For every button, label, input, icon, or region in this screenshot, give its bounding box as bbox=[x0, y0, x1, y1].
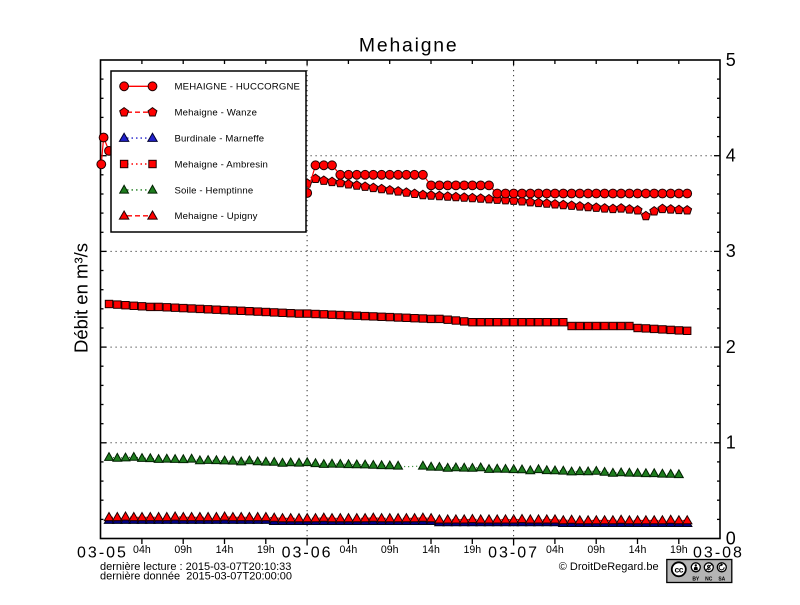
svg-text:03-07: 03-07 bbox=[488, 545, 539, 562]
svg-text:© DroitDeRegard.be: © DroitDeRegard.be bbox=[559, 561, 659, 573]
svg-text:19h: 19h bbox=[463, 544, 481, 556]
svg-text:4: 4 bbox=[726, 146, 736, 166]
svg-text:09h: 09h bbox=[381, 544, 399, 556]
svg-text:BY: BY bbox=[692, 577, 700, 583]
svg-text:14h: 14h bbox=[216, 544, 234, 556]
svg-text:2: 2 bbox=[726, 337, 736, 357]
svg-text:03-08: 03-08 bbox=[693, 545, 744, 562]
svg-text:19h: 19h bbox=[670, 544, 688, 556]
svg-text:dernière lecture : 2015-03-07T: dernière lecture : 2015-03-07T20:10:33 bbox=[100, 561, 291, 573]
svg-text:04h: 04h bbox=[340, 544, 358, 556]
svg-text:03-06: 03-06 bbox=[282, 545, 333, 562]
svg-text:cc: cc bbox=[675, 564, 684, 574]
svg-text:03-05: 03-05 bbox=[77, 545, 128, 562]
svg-text:Mehaigne: Mehaigne bbox=[359, 35, 459, 57]
svg-text:NC: NC bbox=[705, 577, 713, 583]
svg-text:SA: SA bbox=[718, 577, 725, 583]
svg-text:09h: 09h bbox=[174, 544, 192, 556]
svg-text:Burdinale - Marneffe: Burdinale - Marneffe bbox=[175, 134, 265, 145]
svg-text:0: 0 bbox=[726, 528, 736, 548]
svg-text:Mehaigne - Upigny: Mehaigne - Upigny bbox=[175, 211, 258, 222]
svg-text:Mehaigne - Ambresin: Mehaigne - Ambresin bbox=[175, 159, 269, 170]
svg-text:5: 5 bbox=[726, 50, 736, 70]
svg-text:04h: 04h bbox=[133, 544, 151, 556]
svg-text:3: 3 bbox=[726, 241, 736, 261]
svg-text:19h: 19h bbox=[257, 544, 275, 556]
svg-text:1: 1 bbox=[726, 433, 736, 453]
svg-text:14h: 14h bbox=[422, 544, 440, 556]
svg-text:09h: 09h bbox=[587, 544, 605, 556]
svg-text:dernière donnée 2015-03-07T20: dernière donnée 2015-03-07T20:00:00 bbox=[100, 571, 292, 583]
svg-text:04h: 04h bbox=[546, 544, 564, 556]
svg-text:14h: 14h bbox=[629, 544, 647, 556]
svg-text:Soile - Hemptinne: Soile - Hemptinne bbox=[175, 185, 254, 196]
svg-text:Mehaigne - Wanze: Mehaigne - Wanze bbox=[175, 108, 258, 119]
svg-text:MEHAIGNE - HUCCORGNE: MEHAIGNE - HUCCORGNE bbox=[175, 82, 301, 93]
svg-text:Débit en m³/s: Débit en m³/s bbox=[71, 243, 92, 353]
